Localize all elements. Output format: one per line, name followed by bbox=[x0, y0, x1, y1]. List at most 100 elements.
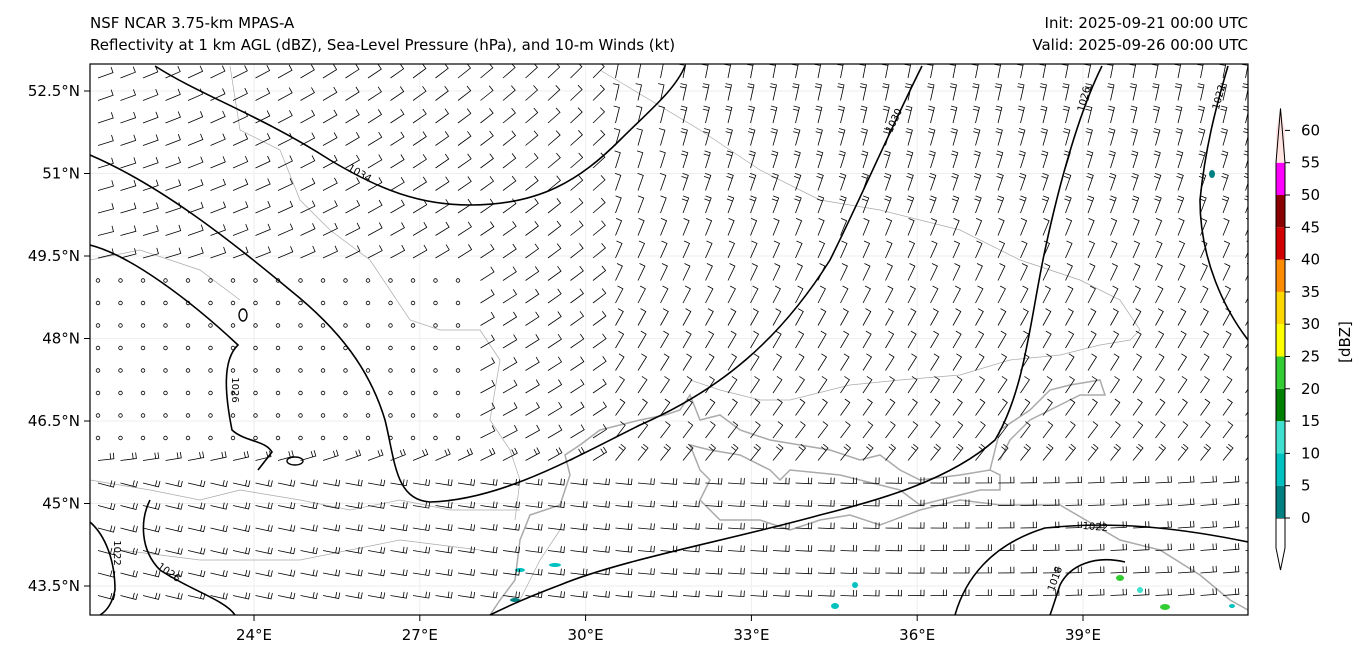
wind-barb bbox=[345, 109, 360, 124]
wind-barb bbox=[592, 129, 606, 146]
wind-barb bbox=[232, 87, 248, 101]
calm-wind-circle bbox=[230, 390, 236, 396]
wind-barb bbox=[1132, 218, 1140, 236]
wind-barb bbox=[592, 107, 606, 124]
wind-barb bbox=[345, 200, 361, 214]
wind-barb bbox=[300, 177, 316, 191]
calm-wind-circle bbox=[253, 300, 258, 306]
wind-barb bbox=[480, 357, 496, 371]
wind-barb bbox=[570, 175, 584, 191]
wind-barb bbox=[435, 221, 450, 236]
wind-barb bbox=[750, 330, 760, 349]
wind-barb bbox=[97, 202, 114, 214]
wind-barb bbox=[232, 479, 251, 487]
wind-barb bbox=[165, 88, 181, 101]
wind-barb bbox=[953, 567, 970, 574]
isobar-label: 1022 bbox=[1082, 521, 1108, 534]
wind-barb bbox=[502, 546, 520, 554]
wind-barb bbox=[1062, 105, 1070, 124]
wind-barb bbox=[300, 132, 316, 146]
wind-barb bbox=[232, 592, 251, 600]
wind-barb bbox=[502, 175, 517, 191]
wind-barb bbox=[1242, 83, 1248, 101]
wind-barb bbox=[255, 65, 271, 79]
calm-wind-circle bbox=[320, 413, 326, 418]
wind-barb bbox=[882, 105, 890, 124]
calm-wind-circle bbox=[253, 278, 258, 283]
wind-barb bbox=[637, 478, 655, 485]
wind-barb bbox=[817, 398, 828, 416]
wind-barb bbox=[210, 592, 228, 600]
wind-barb bbox=[255, 569, 273, 577]
wind-barb bbox=[727, 443, 739, 461]
wind-barb bbox=[904, 83, 912, 101]
calm-wind-circle bbox=[185, 345, 191, 351]
isobar-label: 1018 bbox=[1046, 565, 1065, 593]
wind-barb bbox=[615, 523, 633, 531]
wind-barb bbox=[817, 499, 835, 507]
wind-barb bbox=[703, 173, 712, 191]
wind-barb bbox=[930, 376, 940, 394]
wind-barb bbox=[502, 447, 518, 461]
wind-barb bbox=[502, 64, 516, 79]
colorbar-segment bbox=[1276, 388, 1285, 422]
wind-barb bbox=[1177, 588, 1195, 596]
wind-barb bbox=[770, 128, 778, 146]
wind-barb bbox=[885, 477, 902, 484]
wind-barb bbox=[705, 398, 716, 416]
wind-barb bbox=[1153, 128, 1161, 146]
wind-barb bbox=[120, 225, 137, 236]
wind-barb bbox=[615, 398, 626, 416]
wind-barb bbox=[750, 443, 762, 461]
wind-barb bbox=[772, 353, 783, 371]
wind-barb bbox=[457, 523, 476, 531]
calm-wind-circle bbox=[118, 390, 123, 396]
wind-barb bbox=[165, 480, 183, 488]
wind-barb bbox=[1132, 398, 1143, 416]
wind-barb bbox=[570, 152, 584, 169]
wind-barb bbox=[255, 155, 271, 169]
wind-barb bbox=[345, 501, 363, 509]
wind-barb bbox=[997, 240, 1006, 259]
wind-barb bbox=[165, 111, 181, 124]
wind-barb bbox=[658, 105, 665, 124]
wind-barb bbox=[952, 421, 964, 439]
wind-barb bbox=[480, 176, 495, 191]
wind-barb bbox=[840, 443, 852, 461]
colorbar-tick-label: 45 bbox=[1301, 218, 1320, 236]
wind-barb bbox=[885, 285, 894, 304]
wind-barb bbox=[1087, 285, 1096, 304]
wind-barb bbox=[1132, 443, 1144, 461]
wind-barb bbox=[750, 308, 759, 326]
wind-barb bbox=[547, 523, 565, 531]
wind-barb bbox=[142, 502, 161, 510]
wind-barb bbox=[795, 421, 806, 439]
calm-wind-circle bbox=[275, 435, 281, 441]
wind-barb bbox=[1065, 353, 1075, 371]
wind-barb bbox=[705, 308, 714, 326]
wind-barb bbox=[705, 285, 714, 304]
wind-barb bbox=[547, 379, 563, 394]
wind-barb bbox=[1086, 150, 1094, 169]
calm-wind-circle bbox=[365, 390, 371, 396]
colorbar-segment bbox=[1276, 227, 1285, 260]
wind-barb bbox=[795, 398, 806, 416]
wind-barb bbox=[660, 240, 668, 259]
wind-barb bbox=[232, 524, 251, 532]
wind-barb bbox=[120, 452, 137, 461]
wind-barb bbox=[949, 83, 957, 101]
wind-barb bbox=[592, 446, 608, 461]
calm-wind-circle bbox=[118, 278, 123, 283]
wind-barb bbox=[367, 524, 386, 532]
wind-barb bbox=[480, 85, 494, 101]
wind-barb bbox=[680, 105, 688, 124]
wind-barb bbox=[885, 330, 895, 349]
wind-barb bbox=[502, 289, 518, 304]
colorbar-segment bbox=[1276, 421, 1285, 454]
wind-barb bbox=[615, 568, 633, 576]
wind-barb bbox=[547, 591, 565, 598]
wind-barb bbox=[1087, 543, 1105, 551]
wind-barb bbox=[322, 200, 338, 214]
wind-barb bbox=[412, 222, 428, 236]
wind-barb bbox=[502, 334, 518, 349]
